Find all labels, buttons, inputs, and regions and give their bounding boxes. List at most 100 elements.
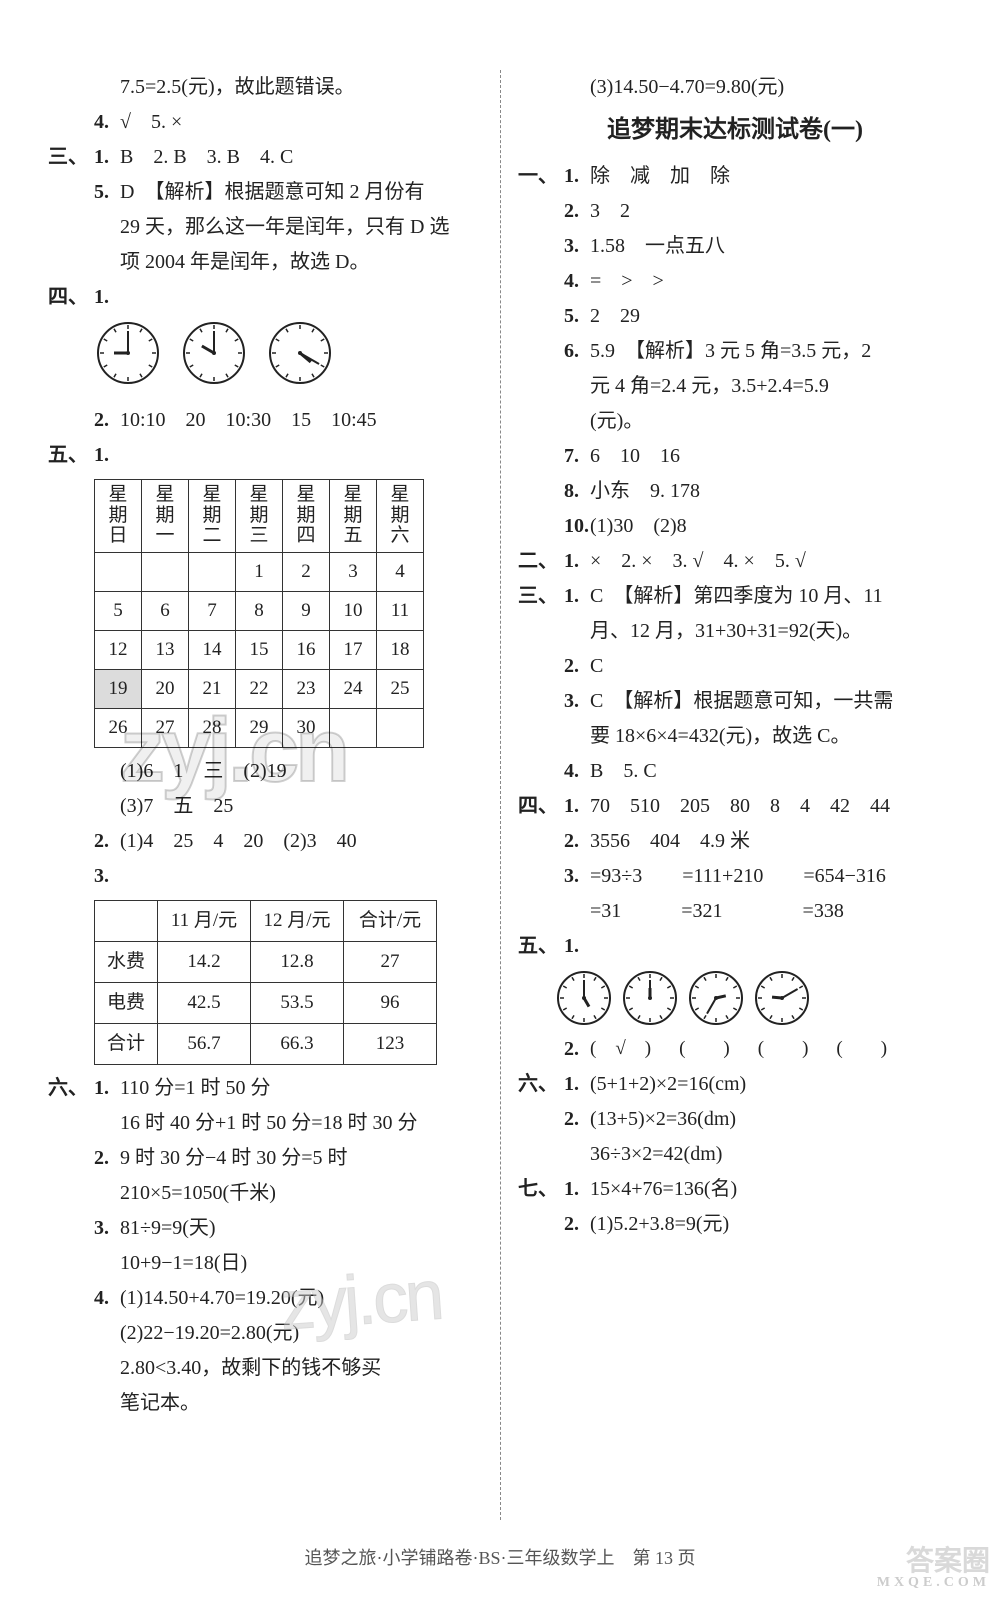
calendar-cell: 15 [236, 631, 283, 670]
answer: C 【解析】第四季度为 10 月、11 [590, 579, 952, 614]
calendar-cell: 3 [330, 553, 377, 592]
corner-title: 答案圈 [906, 1546, 990, 1577]
num-label: 4. [564, 264, 590, 299]
answer: 81÷9=9(天) [120, 1211, 482, 1246]
answer: 3556 404 4.9 米 [590, 824, 952, 859]
answer: 除 减 加 除 [590, 159, 952, 194]
calendar-header: 星期五 [330, 480, 377, 553]
answer: 9 时 30 分−4 时 30 分=5 时 [120, 1141, 482, 1176]
answer-line: 16 时 40 分+1 时 50 分=18 时 30 分 [48, 1106, 482, 1141]
expense-cell: 53.5 [251, 983, 344, 1024]
num-label: 1. [564, 159, 590, 194]
answer-line: (元)。 [518, 404, 952, 439]
expense-header: 11 月/元 [158, 901, 251, 942]
answer-line: (3)14.50−4.70=9.80(元) [518, 70, 952, 105]
calendar-cell: 23 [283, 670, 330, 709]
answer-line: D 【解析】根据题意可知 2 月份有 [120, 175, 482, 210]
answer-line: 月、12 月，31+30+31=92(天)。 [518, 614, 952, 649]
calendar-cell: 29 [236, 709, 283, 748]
clock-icon [266, 319, 334, 399]
answer: 10:10 20 10:30 15 10:45 [120, 403, 482, 438]
calendar-cell [95, 553, 142, 592]
answer: (13+5)×2=36(dm) [590, 1102, 952, 1137]
calendar-header: 星期日 [95, 480, 142, 553]
num-label: 5. [564, 299, 590, 334]
num-label: 2. [564, 649, 590, 684]
answer: × 2. × 3. √ 4. × 5. √ [590, 544, 952, 579]
answer: C 【解析】根据题意可知，一共需 [590, 684, 952, 719]
answer: B 5. C [590, 754, 952, 789]
calendar-cell: 14 [189, 631, 236, 670]
calendar-cell: 26 [95, 709, 142, 748]
answer-line: (2)22−19.20=2.80(元) [48, 1316, 482, 1351]
section-label: 四、 [48, 280, 94, 315]
num-label: 2. [564, 194, 590, 229]
calendar-cell: 25 [377, 670, 424, 709]
section-label: 四、 [518, 789, 564, 824]
clock-row [518, 968, 952, 1028]
num-label: 1. [564, 544, 590, 579]
calendar-table: 星期日星期一星期二星期三星期四星期五星期六1234567891011121314… [94, 479, 424, 748]
calendar-cell: 2 [283, 553, 330, 592]
calendar-cell: 12 [95, 631, 142, 670]
calendar-header: 星期六 [377, 480, 424, 553]
expense-cell: 42.5 [158, 983, 251, 1024]
num-label: 3. [564, 229, 590, 264]
clock-icon [620, 968, 680, 1028]
expense-header: 合计/元 [344, 901, 437, 942]
num-label: 3. [94, 1211, 120, 1246]
answer-line: (1)6 1 三 (2)19 [48, 754, 482, 789]
num-label: 2. [564, 1102, 590, 1137]
num-label: 2. [94, 1141, 120, 1176]
num-label: 4. [94, 1281, 120, 1316]
paren-answer: ( ) [836, 1032, 887, 1065]
expense-cell: 56.7 [158, 1024, 251, 1065]
corner-brand: 答案圈 MXQE.COM [877, 1548, 990, 1590]
expense-table: 11 月/元12 月/元合计/元水费14.212.827电费42.553.596… [94, 900, 437, 1065]
section-label: 三、 [518, 579, 564, 614]
answer: √ 5. × [120, 105, 482, 140]
num-label: 2. [564, 1207, 590, 1242]
clock-icon [94, 319, 162, 399]
calendar-cell: 13 [142, 631, 189, 670]
num-label: 3. [564, 859, 590, 894]
calendar-cell: 30 [283, 709, 330, 748]
answer-line: 2.80<3.40，故剩下的钱不够买 [48, 1351, 482, 1386]
answer: (1)14.50+4.70=19.20(元) [120, 1281, 482, 1316]
num-label: 3. [94, 859, 120, 894]
num-label: 2. [94, 403, 120, 438]
expense-cell: 96 [344, 983, 437, 1024]
corner-url: MXQE.COM [877, 1576, 990, 1590]
calendar-cell [189, 553, 236, 592]
expense-cell: 12.8 [251, 942, 344, 983]
answer: 6 10 16 [590, 439, 952, 474]
calendar-header: 星期一 [142, 480, 189, 553]
expense-cell: 水费 [95, 942, 158, 983]
expense-cell: 14.2 [158, 942, 251, 983]
num-label: 1. [564, 1172, 590, 1207]
answer: 70 510 205 80 8 4 42 44 [590, 789, 952, 824]
answer-line: 210×5=1050(千米) [48, 1176, 482, 1211]
num-label: 3. [564, 684, 590, 719]
num-label: 8. [564, 474, 590, 509]
column-divider [500, 70, 501, 1520]
num-label: 7. [564, 439, 590, 474]
num-label: 1. [94, 140, 120, 175]
calendar-cell: 19 [95, 670, 142, 709]
calendar-cell: 4 [377, 553, 424, 592]
answer-line: 笔记本。 [48, 1386, 482, 1421]
num-label: 2. [564, 824, 590, 859]
page-footer: 追梦之旅·小学铺路卷·BS·三年级数学上 第 13 页 [0, 1544, 1000, 1570]
calendar-header: 星期四 [283, 480, 330, 553]
expense-cell: 合计 [95, 1024, 158, 1065]
calendar-cell: 10 [330, 592, 377, 631]
num-label: 1. [564, 1067, 590, 1102]
num-label: 10. [564, 509, 590, 544]
calendar-cell: 1 [236, 553, 283, 592]
paren-answer: ( ) [758, 1032, 809, 1065]
section-label: 二、 [518, 544, 564, 579]
answer-line: 元 4 角=2.4 元，3.5+2.4=5.9 [518, 369, 952, 404]
clock-icon [180, 319, 248, 399]
answer: (1)4 25 4 20 (2)3 40 [120, 824, 482, 859]
calendar-cell [330, 709, 377, 748]
